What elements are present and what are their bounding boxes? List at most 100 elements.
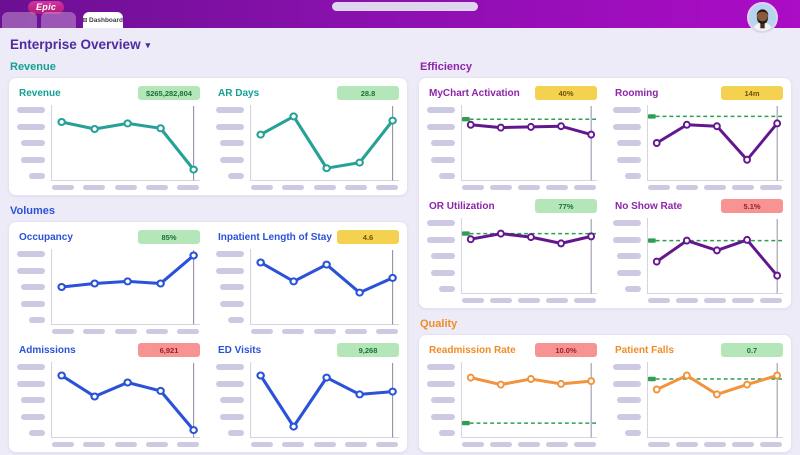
- metric-badge: 40%: [535, 86, 597, 100]
- chart-card-header: Patient Falls 0.7: [615, 343, 783, 357]
- y-axis-skeleton-labels: [17, 249, 45, 325]
- page-title-text: Enterprise Overview: [10, 37, 141, 52]
- avatar[interactable]: [747, 2, 778, 33]
- axis-label-pill: [427, 107, 455, 113]
- tab-inactive-2[interactable]: [41, 12, 76, 28]
- x-axis-skeleton-labels: [647, 298, 783, 303]
- epic-logo[interactable]: Epic: [28, 1, 65, 14]
- axis-label-pill: [177, 442, 199, 447]
- chart-card-mychart-activation[interactable]: MyChart Activation 40%: [427, 86, 597, 190]
- chart-body: [427, 105, 597, 190]
- chart-title: Rooming: [615, 87, 659, 99]
- section-label-quality: Quality: [420, 318, 458, 330]
- y-axis-skeleton-labels: [613, 218, 641, 294]
- chart-body: [17, 362, 200, 447]
- axis-label-pill: [732, 298, 754, 303]
- axis-label-pill: [439, 173, 455, 179]
- y-axis-skeleton-labels: [216, 105, 244, 181]
- axis-label-pill: [518, 298, 540, 303]
- trend-line-chart: [647, 218, 783, 294]
- metric-badge: 4.6: [337, 230, 399, 244]
- axis-label-pill: [760, 185, 782, 190]
- axis-label-pill: [216, 123, 244, 130]
- axis-label-pill: [439, 430, 455, 436]
- axis-label-pill: [431, 397, 455, 403]
- plot-area: [250, 362, 399, 447]
- axis-label-pill: [344, 442, 367, 447]
- axis-label-pill: [145, 329, 168, 334]
- dashboard-grid-icon: [83, 17, 88, 23]
- axis-label-pill: [145, 442, 168, 447]
- axis-label-pill: [216, 364, 244, 370]
- chart-card-no-show-rate[interactable]: No Show Rate 5.1%: [613, 199, 783, 303]
- axis-label-pill: [21, 284, 45, 290]
- section-panel-volumes: Occupancy 85% Inpatient Length of Stay 4.6 A…: [8, 221, 408, 453]
- axis-label-pill: [546, 185, 568, 190]
- axis-label-pill: [431, 253, 455, 259]
- axis-label-pill: [21, 140, 45, 146]
- chart-card-admissions[interactable]: Admissions 6,921: [17, 343, 200, 447]
- chart-card-revenue[interactable]: Revenue $265,282,804: [17, 86, 200, 190]
- chart-card-header: Revenue $265,282,804: [19, 86, 200, 100]
- axis-label-pill: [313, 185, 336, 190]
- section-quality: Quality Readmission Rate 10.0% Patient Fall…: [418, 316, 792, 455]
- plot-area: [461, 362, 597, 447]
- axis-label-pill: [613, 380, 641, 387]
- chart-card-rooming[interactable]: Rooming 14m: [613, 86, 783, 190]
- chart-card-ar-days[interactable]: AR Days 28.8: [216, 86, 399, 190]
- axis-label-pill: [114, 329, 137, 334]
- x-axis-skeleton-labels: [250, 185, 399, 190]
- topbar-search-pill[interactable]: [332, 2, 478, 11]
- plot-area: [51, 105, 200, 190]
- section-label-volumes: Volumes: [10, 205, 56, 217]
- axis-label-pill: [676, 185, 698, 190]
- axis-label-pill: [282, 329, 305, 334]
- x-axis-skeleton-labels: [647, 442, 783, 447]
- axis-label-pill: [617, 269, 641, 276]
- tab-inactive-1[interactable]: [2, 12, 37, 28]
- axis-label-pill: [177, 185, 199, 190]
- chart-card-inpatient-length-of-stay[interactable]: Inpatient Length of Stay 4.6: [216, 230, 399, 334]
- axis-label-pill: [114, 185, 137, 190]
- page-title-dropdown[interactable]: Enterprise Overview ▾: [10, 37, 792, 52]
- chart-card-header: Rooming 14m: [615, 86, 783, 100]
- chart-title: Readmission Rate: [429, 344, 516, 356]
- axis-label-pill: [439, 286, 455, 292]
- axis-label-pill: [676, 442, 698, 447]
- axis-label-pill: [617, 140, 641, 146]
- trend-line-chart: [461, 362, 597, 438]
- tab-dashboard[interactable]: Dashboard: [83, 12, 123, 28]
- axis-label-pill: [427, 123, 455, 130]
- y-axis-skeleton-labels: [427, 105, 455, 181]
- axis-label-pill: [376, 329, 398, 334]
- metric-badge: 77%: [535, 199, 597, 213]
- axis-label-pill: [17, 364, 45, 370]
- top-bar: Epic Dashboard: [0, 0, 800, 33]
- section-label-efficiency: Efficiency: [420, 61, 472, 73]
- axis-label-pill: [376, 185, 398, 190]
- metric-badge: 28.8: [337, 86, 399, 100]
- chart-card-ed-visits[interactable]: ED Visits 9,268: [216, 343, 399, 447]
- trend-line-chart: [51, 105, 200, 181]
- axis-label-pill: [431, 269, 455, 276]
- axis-label-pill: [313, 329, 336, 334]
- tab-label: Dashboard: [89, 16, 123, 24]
- axis-label-pill: [427, 220, 455, 226]
- chart-card-header: Inpatient Length of Stay 4.6: [218, 230, 399, 244]
- axis-label-pill: [29, 430, 45, 436]
- chart-card-or-utilization[interactable]: OR Utilization 77%: [427, 199, 597, 303]
- axis-label-pill: [313, 442, 336, 447]
- chart-card-patient-falls[interactable]: Patient Falls 0.7: [613, 343, 783, 447]
- chart-title: No Show Rate: [615, 200, 683, 212]
- chart-card-occupancy[interactable]: Occupancy 85%: [17, 230, 200, 334]
- axis-label-pill: [613, 236, 641, 243]
- axis-label-pill: [617, 253, 641, 259]
- axis-label-pill: [17, 380, 45, 387]
- axis-label-pill: [574, 442, 596, 447]
- plot-area: [51, 362, 200, 447]
- axis-label-pill: [220, 156, 244, 163]
- plot-area: [647, 218, 783, 303]
- metric-badge: 6,921: [138, 343, 200, 357]
- chart-card-readmission-rate[interactable]: Readmission Rate 10.0%: [427, 343, 597, 447]
- plot-area: [647, 362, 783, 447]
